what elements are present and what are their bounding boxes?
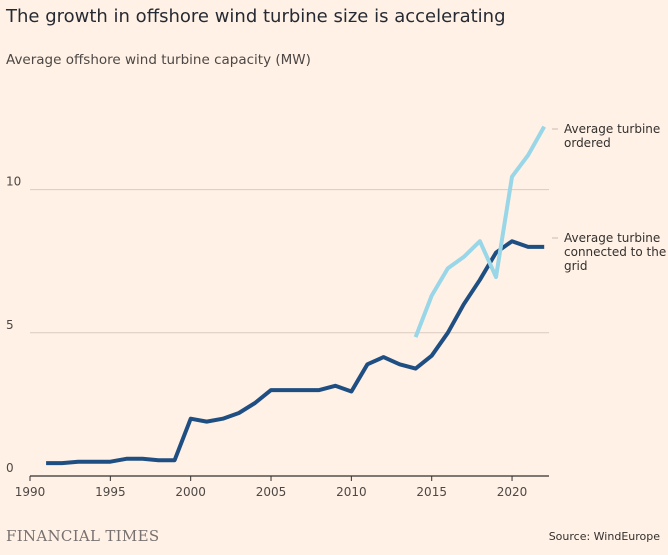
chart-title: The growth in offshore wind turbine size… (6, 6, 506, 27)
ordered-series-line (413, 125, 546, 338)
y-tick-label: 0 (6, 461, 14, 475)
x-tick-label: 2020 (497, 485, 528, 499)
grid-layer (30, 189, 549, 334)
x-tick-label: 2010 (336, 485, 367, 499)
legend-label-ordered: Average turbine (564, 122, 660, 136)
tick-layer: 0 5 10 1990 1995 2000 2005 2010 2015 2020 (6, 175, 549, 499)
y-tick-label: 5 (6, 318, 14, 332)
legend-label-ordered: ordered (564, 136, 611, 150)
legend-label-connected: connected to the (564, 245, 666, 259)
y-tick-label: 10 (6, 175, 21, 189)
x-tick-label: 1995 (95, 485, 126, 499)
series-layer (46, 125, 546, 466)
x-tick-label: 2015 (416, 485, 447, 499)
x-tick-label: 1990 (15, 485, 46, 499)
ft-logo: FINANCIAL TIMES (6, 527, 160, 545)
connected-series-line (46, 239, 545, 466)
legend-label-connected: grid (564, 259, 588, 273)
chart-subtitle: Average offshore wind turbine capacity (… (6, 52, 311, 68)
x-tick-label: 2000 (175, 485, 206, 499)
legend-label-connected: Average turbine (564, 231, 660, 245)
source-note: Source: WindEurope (548, 530, 660, 543)
x-tick-label: 2005 (256, 485, 287, 499)
